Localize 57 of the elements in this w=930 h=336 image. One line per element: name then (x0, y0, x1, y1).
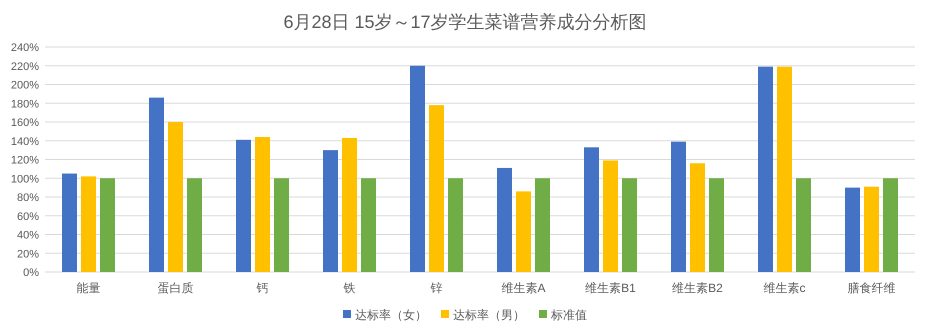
y-tick-label: 240% (10, 42, 40, 54)
bar (845, 188, 860, 272)
bar (883, 178, 898, 272)
y-tick-label: 180% (10, 98, 40, 110)
bar (62, 174, 77, 272)
x-tick-label: 维生素c (764, 281, 806, 295)
bar (497, 168, 512, 272)
bar (168, 122, 183, 272)
chart-title: 6月28日 15岁～17岁学生菜谱营养成分分析图 (283, 12, 647, 32)
bar (864, 186, 879, 272)
bar (100, 178, 115, 272)
y-tick-label: 120% (10, 154, 40, 166)
y-tick-label: 160% (10, 117, 40, 129)
bar (584, 147, 599, 272)
y-tick-label: 220% (10, 60, 40, 73)
x-tick-label: 膳食纤维 (848, 281, 896, 295)
bar (187, 178, 202, 272)
y-tick-label: 20% (16, 248, 40, 260)
bar (429, 105, 444, 272)
bar (236, 140, 251, 272)
bar (323, 150, 338, 272)
x-tick-label: 钙 (256, 281, 268, 295)
y-tick-label: 0% (23, 267, 40, 279)
bar (671, 142, 686, 272)
y-tick-label: 80% (16, 192, 40, 204)
bar (709, 178, 724, 272)
x-tick-label: 蛋白质 (158, 281, 194, 295)
y-tick-label: 200% (10, 80, 40, 92)
bar (81, 176, 96, 272)
x-tick-label: 锌 (430, 281, 442, 295)
bar (342, 138, 357, 272)
bar (149, 98, 164, 272)
x-tick-label: 维生素B1 (585, 281, 636, 295)
y-tick-label: 100% (10, 173, 40, 186)
bar (361, 178, 376, 272)
bar (603, 160, 618, 272)
bar (777, 66, 792, 272)
bar (255, 137, 270, 272)
bar (535, 178, 550, 272)
y-tick-label: 60% (16, 210, 40, 223)
x-tick-label: 维生素A (501, 281, 546, 295)
legend-label: 达标率（女） (355, 308, 427, 322)
x-tick-label: 能量 (76, 281, 100, 295)
bar (690, 163, 705, 272)
bar (796, 178, 811, 272)
y-tick-label: 40% (16, 230, 40, 242)
x-tick-label: 维生素B2 (672, 281, 724, 295)
legend-label: 达标率（男） (453, 308, 525, 322)
bar (758, 66, 773, 272)
y-tick-label: 140% (10, 136, 40, 148)
x-tick-label: 铁 (342, 281, 356, 295)
bar (448, 178, 463, 272)
legend-label: 标准值 (550, 308, 587, 322)
bar (622, 178, 637, 272)
bar (410, 66, 425, 272)
bar (516, 191, 531, 272)
bar (274, 178, 289, 272)
